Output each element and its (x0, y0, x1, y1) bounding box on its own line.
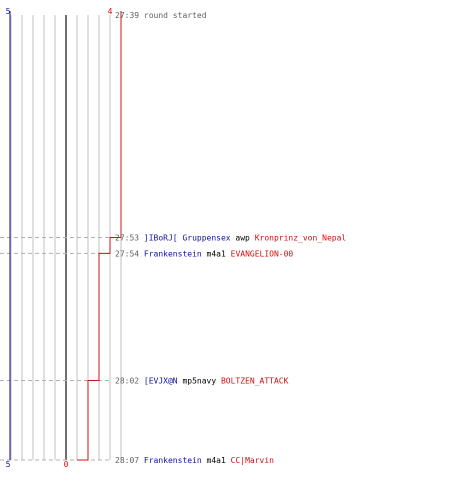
event-time: 28:07 (115, 456, 139, 465)
victim-name: BOLTZEN_ATTACK (216, 377, 288, 386)
weapon-name: m4a1 (202, 249, 226, 258)
event-time: 27:53 (115, 234, 139, 243)
killer-name: [EVJX@N (139, 377, 178, 386)
weapon-name: mp5navy (178, 377, 217, 386)
event-row: 27:53 ]IBoRJ[ Gruppensex awp Kronprinz_v… (115, 234, 346, 243)
weapon-name: awp (231, 234, 250, 243)
event-time: 27:54 (115, 249, 139, 258)
blue-end-count: 5 (6, 460, 11, 469)
killer-name: ]IBoRJ[ Gruppensex (139, 234, 231, 243)
red-end-count: 0 (64, 460, 69, 469)
event-time: 28:02 (115, 377, 139, 386)
blue-start-count: 5 (6, 7, 11, 16)
victim-name: CC|Marvin (226, 456, 274, 465)
red-start-count: 4 (108, 7, 113, 16)
event-row: 27:54 Frankenstein m4a1 EVANGELION-00 (115, 249, 293, 258)
weapon-name: m4a1 (202, 456, 226, 465)
event-row: 28:07 Frankenstein m4a1 CC|Marvin (115, 456, 274, 465)
score-step-line (77, 11, 122, 461)
killer-name: Frankenstein (139, 456, 202, 465)
victim-name: EVANGELION-00 (226, 249, 294, 258)
event-row: 27:39 round started (115, 11, 207, 20)
killer-name: Frankenstein (139, 249, 202, 258)
event-text: round started (139, 11, 207, 20)
event-row: 28:02 [EVJX@N mp5navy BOLTZEN_ATTACK (115, 377, 289, 386)
event-labels: 27:39 round started 27:53 ]IBoRJ[ Gruppen… (115, 11, 346, 465)
victim-name: Kronprinz_von_Nepal (250, 234, 347, 243)
event-time: 27:39 (115, 11, 139, 20)
red-team-score-line (77, 11, 122, 461)
